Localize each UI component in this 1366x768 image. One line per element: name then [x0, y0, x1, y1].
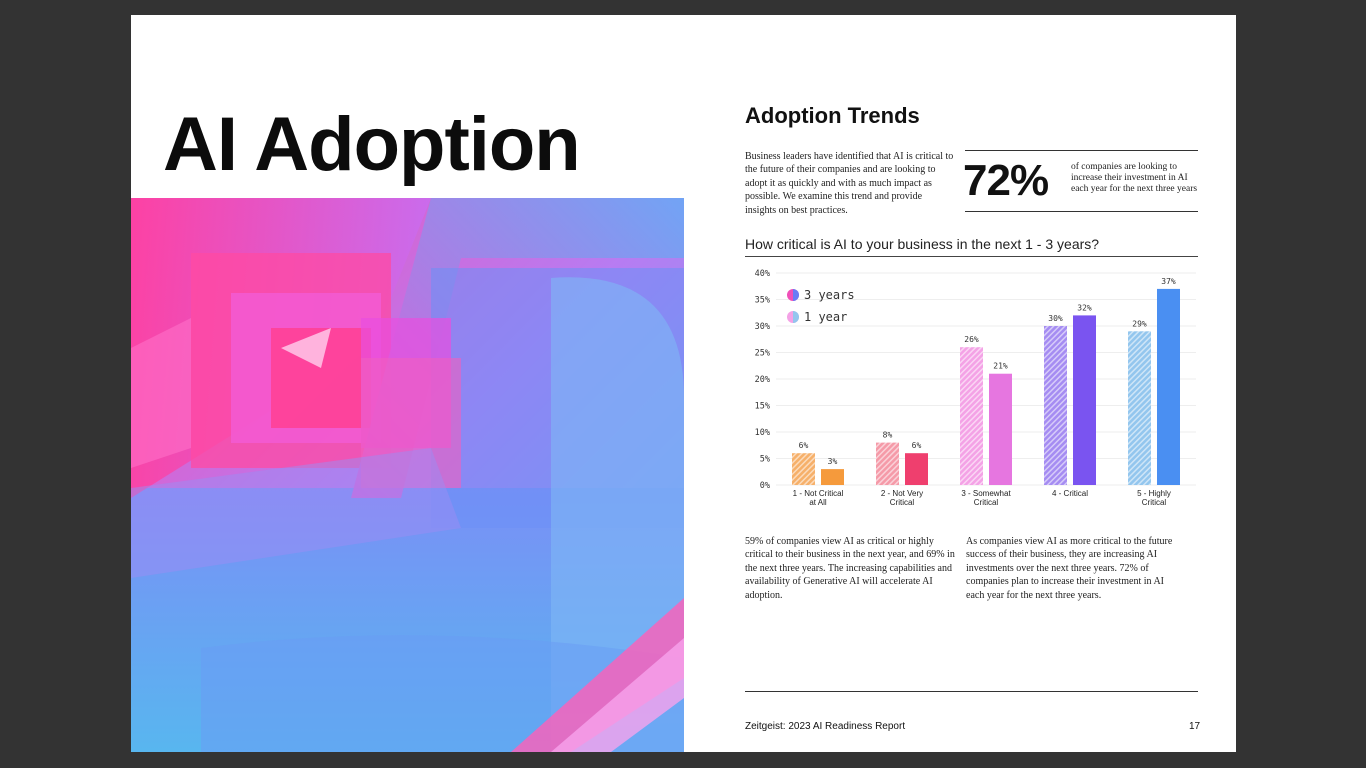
- bar-1-year: [1044, 326, 1067, 485]
- bar-3-years: [989, 373, 1012, 485]
- stat-description: of companies are looking to increase the…: [1071, 162, 1198, 194]
- x-category-label: at All: [809, 498, 827, 507]
- data-label-1-year: 6%: [799, 441, 809, 450]
- data-label-3-years: 6%: [912, 441, 922, 450]
- x-category-label: 1 - Not Critical: [793, 489, 844, 498]
- x-category-label: Critical: [1142, 498, 1167, 507]
- page-number: 17: [1189, 721, 1201, 732]
- page-big-title: AI Adoption: [163, 102, 581, 187]
- y-tick-label: 0%: [760, 481, 770, 491]
- legend-swatch-half: [793, 311, 799, 323]
- y-tick-label: 30%: [755, 322, 770, 332]
- criticality-bar-chart: 0% 5% 10% 15% 20% 25% 30% 35% 40% 6% 3% 1 - Not Cri…: [731, 263, 1211, 513]
- body-paragraph-right: As companies view AI as more critical to…: [966, 536, 1173, 601]
- intro-paragraph: Business leaders have identified that AI…: [745, 151, 954, 216]
- abstract-artwork: [131, 198, 684, 752]
- data-label-1-year: 26%: [964, 335, 979, 344]
- bar-3-years: [905, 453, 928, 485]
- bar-1-year: [876, 442, 899, 485]
- data-label-1-year: 29%: [1132, 319, 1147, 328]
- chart-svg: 0% 5% 10% 15% 20% 25% 30% 35% 40% 6% 3% 1 - Not Cri…: [755, 269, 1196, 507]
- legend-label: 1 year: [804, 310, 847, 324]
- stat-value: 72%: [963, 156, 1049, 205]
- data-label-1-year: 30%: [1048, 314, 1063, 323]
- footer-divider: [745, 691, 1198, 692]
- abstract-artwork-svg: [131, 198, 684, 752]
- data-label-3-years: 21%: [993, 362, 1008, 371]
- bar-1-year: [1128, 331, 1151, 485]
- x-category-label: 3 - Somewhat: [961, 489, 1011, 498]
- data-label-1-year: 8%: [883, 431, 893, 440]
- bar-3-years: [1157, 288, 1180, 485]
- data-label-3-years: 37%: [1161, 277, 1176, 286]
- stat-callout: 72% of companies are looking to increase…: [963, 150, 1198, 212]
- section-title: Adoption Trends: [745, 103, 920, 128]
- body-paragraph-left: 59% of companies view AI as critical or …: [745, 536, 955, 601]
- x-category-label: Critical: [974, 498, 999, 507]
- legend-swatch-half: [793, 289, 799, 301]
- data-label-3-years: 3%: [828, 457, 838, 466]
- bar-3-years: [1073, 315, 1096, 485]
- y-tick-label: 25%: [755, 349, 770, 359]
- footer-report-name: Zeitgeist: 2023 AI Readiness Report: [745, 721, 906, 732]
- report-page: AI Adoption: [131, 15, 1236, 752]
- data-label-3-years: 32%: [1077, 303, 1092, 312]
- bar-3-years: [821, 469, 844, 485]
- y-tick-label: 20%: [755, 375, 770, 385]
- x-category-label: 4 - Critical: [1052, 489, 1088, 498]
- x-category-label: 2 - Not Very: [881, 489, 923, 498]
- y-tick-label: 5%: [760, 455, 770, 465]
- y-tick-label: 35%: [755, 296, 770, 306]
- bar-1-year: [792, 453, 815, 485]
- x-category-label: 5 - Highly: [1137, 489, 1171, 498]
- legend-label: 3 years: [804, 288, 855, 302]
- chart-question: How critical is AI to your business in t…: [745, 236, 1198, 257]
- y-tick-label: 10%: [755, 428, 770, 438]
- x-category-label: Critical: [890, 498, 915, 507]
- y-tick-label: 15%: [755, 402, 770, 412]
- bar-1-year: [960, 347, 983, 485]
- y-tick-label: 40%: [755, 269, 770, 279]
